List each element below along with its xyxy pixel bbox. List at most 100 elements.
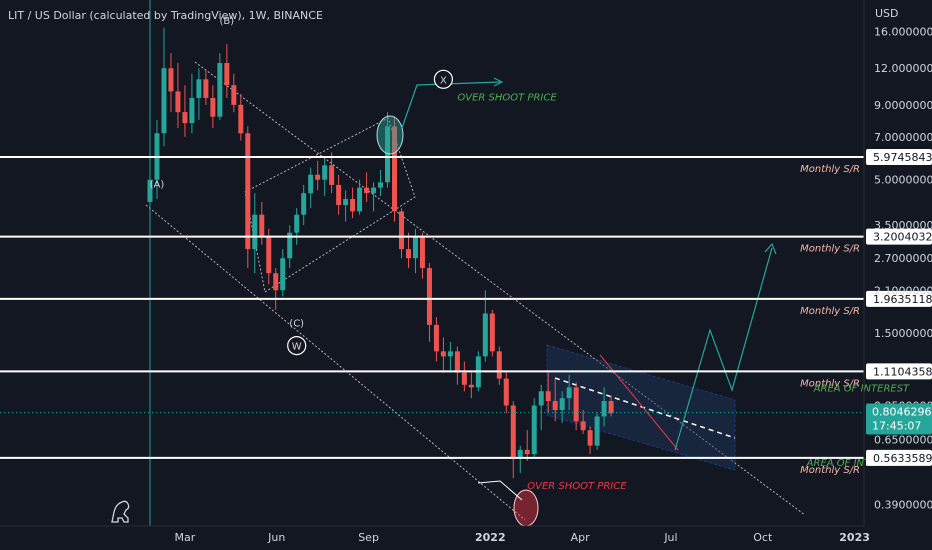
- flag-midline: [554, 377, 736, 439]
- price-tick-label: 5.00000000: [874, 174, 932, 187]
- candle-body[interactable]: [419, 236, 425, 269]
- channel-upper-line: [194, 61, 806, 516]
- overshoot-pointer-top: [401, 81, 501, 129]
- candle-body[interactable]: [489, 313, 495, 352]
- wave-label: (C): [289, 319, 304, 330]
- candle-body[interactable]: [468, 384, 474, 388]
- candle-body[interactable]: [294, 214, 300, 233]
- candle-body[interactable]: [266, 236, 272, 274]
- projection-arrow-icon: [764, 242, 777, 255]
- candle-body[interactable]: [566, 387, 572, 399]
- candle-body[interactable]: [322, 165, 328, 180]
- level-price-value: 1.11043586: [873, 365, 932, 378]
- candle-body[interactable]: [273, 273, 279, 291]
- candle-body[interactable]: [392, 126, 398, 212]
- candle-body[interactable]: [440, 351, 446, 357]
- candle-body[interactable]: [454, 351, 460, 373]
- candle-body[interactable]: [196, 79, 202, 98]
- candle-body[interactable]: [496, 351, 502, 379]
- price-tick-label: 9.00000000: [874, 99, 932, 112]
- countdown-value: 17:45:07: [872, 419, 921, 432]
- candle-body[interactable]: [538, 391, 544, 406]
- time-tick-label: 2022: [475, 531, 506, 544]
- candle-body[interactable]: [210, 97, 216, 117]
- candle-body[interactable]: [175, 91, 181, 113]
- candle-body[interactable]: [147, 179, 153, 202]
- time-tick-label: Apr: [571, 531, 591, 544]
- candle-body[interactable]: [433, 324, 439, 352]
- candle-body[interactable]: [552, 401, 558, 411]
- candle-body[interactable]: [503, 378, 509, 406]
- candle-body[interactable]: [287, 232, 293, 259]
- candle-body[interactable]: [217, 63, 223, 117]
- candle-body[interactable]: [545, 391, 551, 402]
- level-price-tag: [866, 363, 932, 380]
- candle-body[interactable]: [168, 68, 174, 92]
- level-price-value: 1.96351188: [873, 293, 932, 306]
- candle-body[interactable]: [252, 214, 258, 250]
- candle-body[interactable]: [371, 187, 377, 194]
- chart-annotations: OVER SHOOT PRICE AREA OF INTEREST AREA OF …: [150, 16, 910, 527]
- candle-body[interactable]: [224, 63, 230, 86]
- current-price-value: 0.80462963: [872, 405, 932, 418]
- level-price-tag: [866, 149, 932, 166]
- candle-body[interactable]: [357, 187, 363, 212]
- time-tick-label: Oct: [753, 531, 773, 544]
- candle-body[interactable]: [329, 165, 335, 185]
- candle-body[interactable]: [182, 112, 188, 124]
- candle-body[interactable]: [601, 401, 607, 417]
- tradingview-logo: [111, 500, 130, 523]
- candle-body[interactable]: [580, 421, 586, 431]
- candle-body[interactable]: [587, 430, 593, 446]
- time-axis[interactable]: MarJunSep2022AprJulOct2023AprJu: [175, 531, 932, 544]
- candle-body[interactable]: [524, 449, 530, 455]
- candle-body[interactable]: [531, 405, 537, 455]
- candle-body[interactable]: [343, 198, 349, 206]
- candle-body[interactable]: [259, 214, 265, 237]
- candle-body[interactable]: [189, 97, 195, 124]
- support-resistance-levels[interactable]: Monthly S/R Monthly S/R Monthly S/R Monthly…: [0, 156, 864, 476]
- price-tick-label: 12.00000000: [874, 62, 932, 75]
- candle-body[interactable]: [573, 387, 579, 422]
- candle-body[interactable]: [231, 85, 237, 105]
- candle-body[interactable]: [426, 268, 432, 325]
- price-axis[interactable]: 5.97458432 3.20040328 1.96351188 1.11043586…: [866, 26, 932, 512]
- price-tick-label: 16.00000000: [874, 26, 932, 39]
- level-price-value: 0.56335894: [873, 452, 932, 465]
- candle-body[interactable]: [308, 174, 314, 194]
- candle-body[interactable]: [350, 198, 356, 212]
- candle-body[interactable]: [594, 416, 600, 446]
- dino-icon: [111, 500, 130, 523]
- candle-body[interactable]: [398, 211, 404, 250]
- time-tick-label: 2023: [839, 531, 870, 544]
- annotation-label: AREA OF INTEREST: [806, 458, 903, 469]
- chart-title: LIT / US Dollar (calculated by TradingVi…: [8, 9, 323, 22]
- candle-body[interactable]: [301, 193, 307, 215]
- candle-body[interactable]: [405, 249, 411, 259]
- candle-body[interactable]: [517, 449, 523, 459]
- candle-body[interactable]: [161, 68, 167, 134]
- candle-body[interactable]: [510, 405, 516, 459]
- candle-body[interactable]: [461, 372, 467, 385]
- level-price-tag: [866, 449, 932, 466]
- candle-body[interactable]: [447, 351, 453, 357]
- candle-body[interactable]: [482, 313, 488, 357]
- candle-body[interactable]: [412, 236, 418, 259]
- candle-body[interactable]: [315, 174, 321, 180]
- candle-body[interactable]: [608, 401, 614, 414]
- level-price-value: 3.20040328: [873, 231, 932, 244]
- candle-body[interactable]: [336, 184, 342, 206]
- wave-label: (B): [220, 16, 235, 27]
- overshoot-circle-top: [376, 115, 404, 155]
- candle-body[interactable]: [238, 104, 244, 134]
- candle-body[interactable]: [364, 187, 370, 194]
- candle-body[interactable]: [245, 133, 251, 250]
- candle-body[interactable]: [559, 398, 565, 411]
- currency-label: USD: [875, 7, 899, 20]
- candle-body[interactable]: [203, 79, 209, 98]
- candle-body[interactable]: [280, 258, 286, 291]
- wave-label: X: [440, 75, 447, 86]
- candle-body[interactable]: [378, 182, 384, 188]
- candle-body[interactable]: [385, 126, 391, 183]
